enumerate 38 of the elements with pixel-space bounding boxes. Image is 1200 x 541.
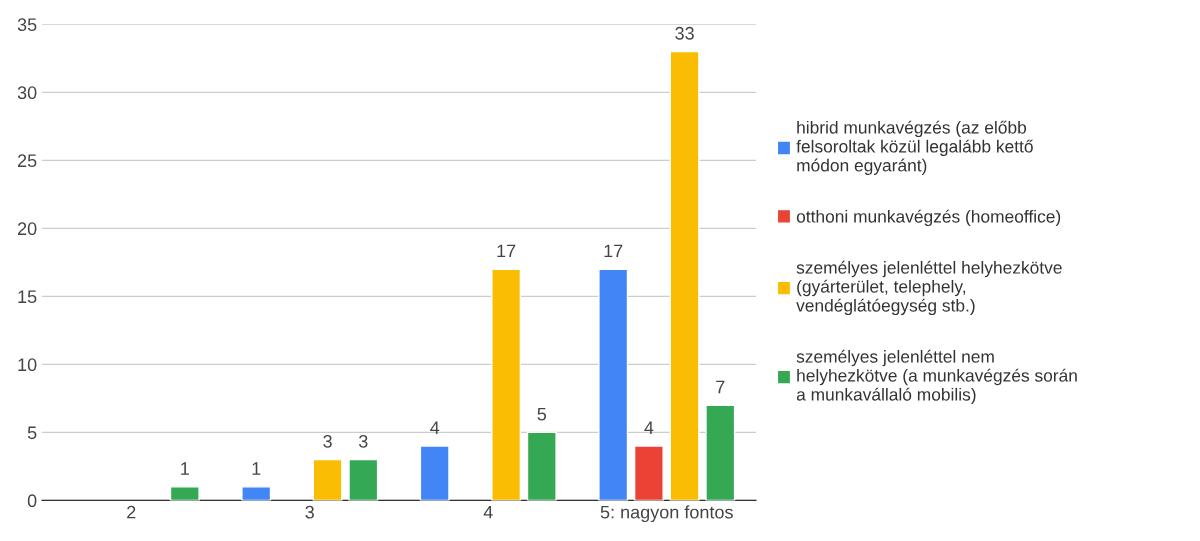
data-label: 7 bbox=[716, 380, 725, 394]
bar bbox=[419, 445, 450, 501]
data-label: 1 bbox=[181, 462, 189, 475]
data-label: 17 bbox=[604, 244, 623, 258]
y-tick-label: 30 bbox=[17, 86, 37, 100]
y-tick-label: 5 bbox=[27, 426, 37, 440]
bar bbox=[669, 50, 700, 501]
x-tick-label: 3 bbox=[305, 505, 314, 519]
data-label: 3 bbox=[323, 434, 332, 448]
data-label: 17 bbox=[497, 244, 516, 258]
x-tick-label: 2 bbox=[127, 505, 136, 519]
legend-label: otthoni munkavégzés (homeoffice) bbox=[796, 209, 1061, 227]
x-tick-label: 4 bbox=[483, 505, 493, 519]
bar bbox=[312, 458, 343, 501]
x-tick-label: 5: nagyon fontos bbox=[600, 505, 733, 523]
y-tick-label: 0 bbox=[27, 494, 37, 508]
bar bbox=[348, 458, 379, 501]
bar bbox=[526, 431, 557, 501]
data-label: 33 bbox=[675, 26, 694, 40]
data-label: 1 bbox=[252, 462, 261, 475]
legend-label: személyes jelenléttel helyhezkötve (gyárterület, telephely, vendéglátóegység stb.) bbox=[796, 260, 1062, 316]
legend-label: személyes jelenléttel nem helyhezkötve (a munkavégzés során a munkavállaló mobilis) bbox=[796, 349, 1077, 405]
data-label: 4 bbox=[644, 421, 654, 434]
y-tick-label: 35 bbox=[17, 18, 37, 32]
data-label: 5 bbox=[537, 407, 547, 421]
data-label: 3 bbox=[358, 434, 368, 448]
bar bbox=[241, 486, 272, 501]
y-tick-label: 15 bbox=[18, 290, 37, 304]
y-tick-label: 20 bbox=[17, 222, 37, 236]
data-label: 4 bbox=[430, 421, 440, 434]
bar bbox=[705, 404, 736, 501]
legend-label: hibrid munkavégzés (az előbb felsoroltak közül legalább kettő módon egyaránt) bbox=[796, 120, 1033, 175]
y-tick-label: 10 bbox=[18, 358, 37, 372]
bar bbox=[633, 445, 664, 501]
bar bbox=[491, 268, 522, 501]
bar bbox=[598, 268, 629, 501]
bar bbox=[169, 486, 200, 501]
y-tick-label: 25 bbox=[17, 154, 37, 168]
